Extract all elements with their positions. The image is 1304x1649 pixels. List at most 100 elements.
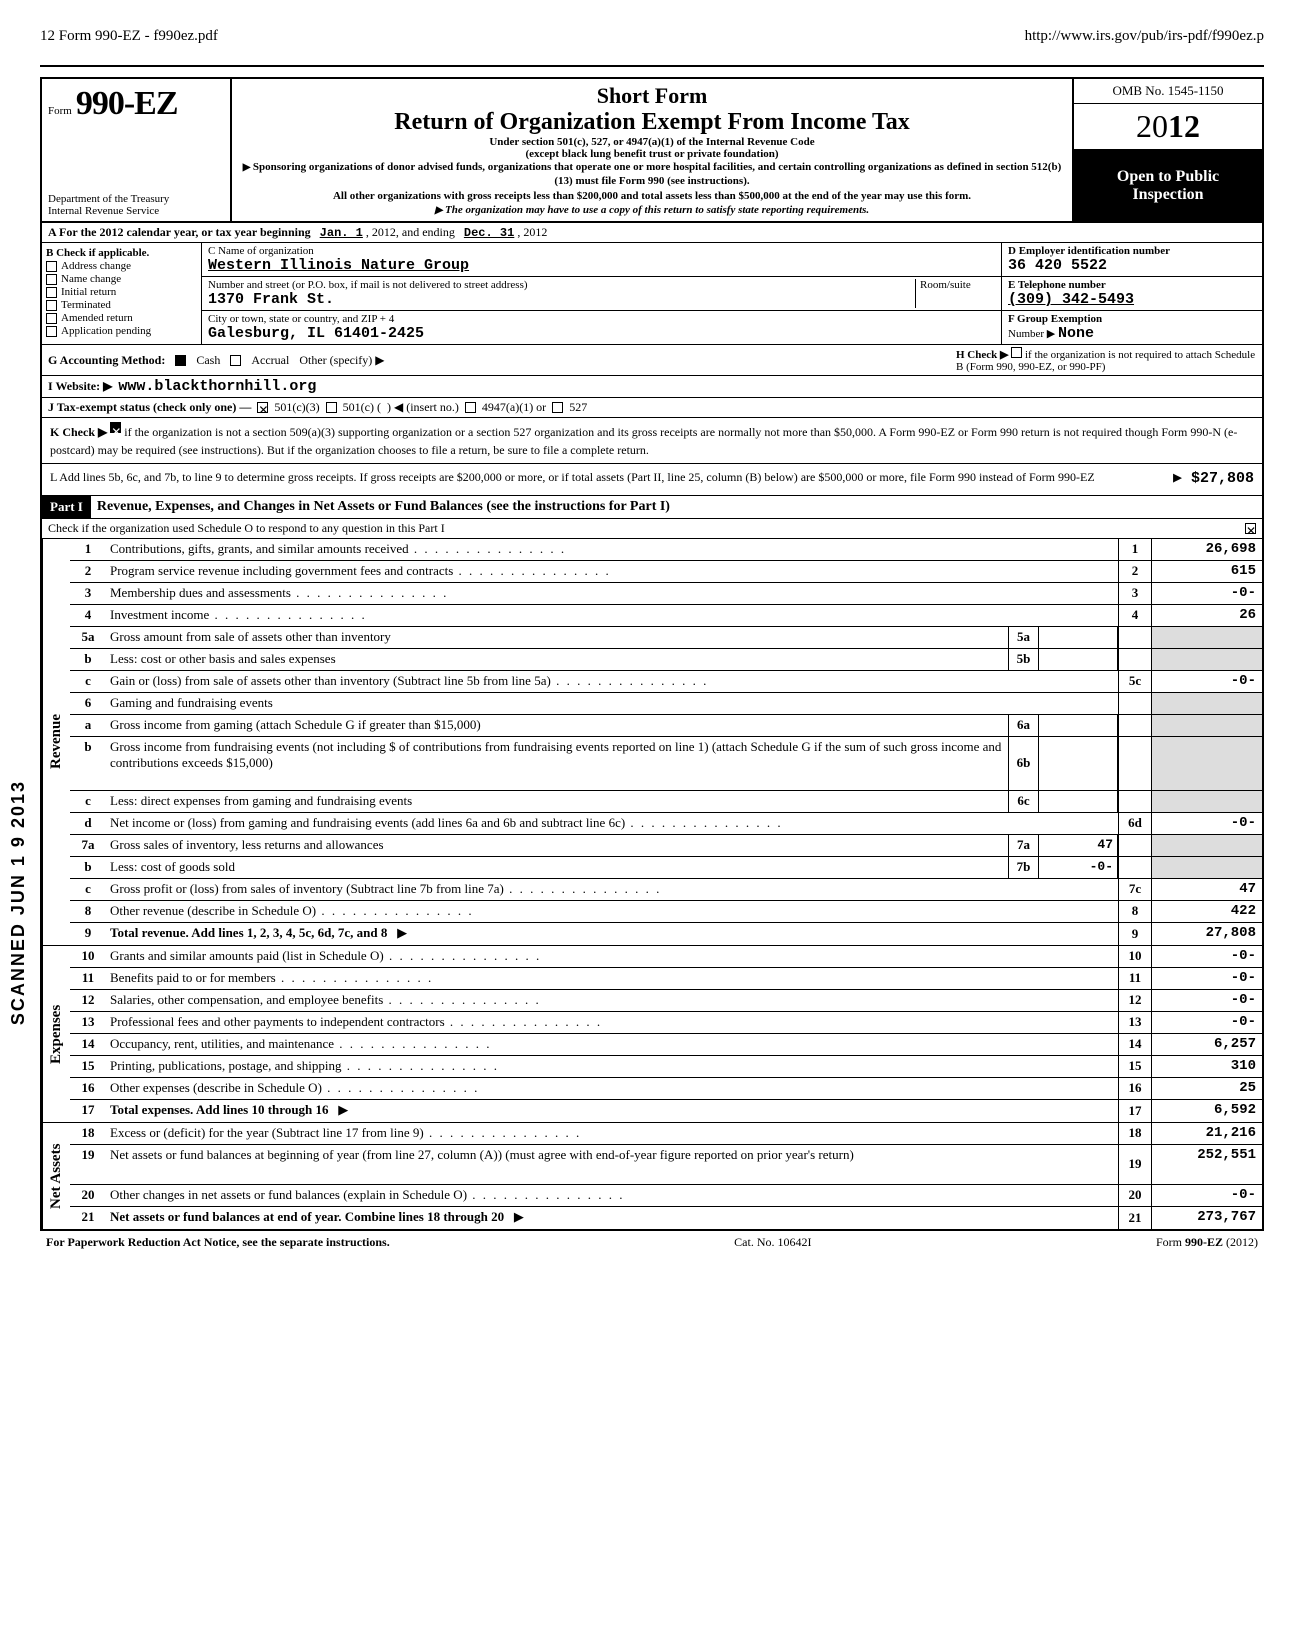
opt-insert: ) ◀ (insert no.)	[387, 400, 459, 415]
tax-year-end: Dec. 31	[464, 226, 514, 240]
label-street: Number and street (or P.O. box, if mail …	[208, 279, 915, 291]
label-tax-exempt: J Tax-exempt status (check only one) —	[48, 400, 251, 415]
checkbox-k-checked-icon[interactable]: ✕	[110, 422, 121, 433]
label-k: K Check ▶	[50, 425, 107, 439]
checkbox-icon	[46, 326, 57, 337]
title-return: Return of Organization Exempt From Incom…	[240, 109, 1064, 136]
label-ein: D Employer identification number	[1008, 245, 1170, 257]
line-14: 14Occupancy, rent, utilities, and mainte…	[70, 1034, 1262, 1056]
checkbox-icon	[46, 261, 57, 272]
form-number-box: Form 990-EZ Department of the Treasury I…	[42, 79, 232, 221]
check-terminated[interactable]: Terminated	[46, 299, 197, 311]
checkbox-icon[interactable]	[326, 402, 337, 413]
line-12: 12Salaries, other compensation, and empl…	[70, 990, 1262, 1012]
check-label: Name change	[61, 273, 121, 285]
check-b-label: B Check if applicable.	[46, 247, 149, 259]
row-a-tax-year: A For the 2012 calendar year, or tax yea…	[42, 223, 1262, 243]
form-meta-box: OMB No. 1545-1150 2012 Open to Public In…	[1072, 79, 1262, 221]
title-short-form: Short Form	[240, 83, 1064, 109]
part1-label: Part I	[42, 496, 91, 518]
value-phone: (309) 342-5493	[1008, 291, 1256, 308]
checkbox-501c3-checked-icon[interactable]: ✕	[257, 402, 268, 413]
check-label: Application pending	[61, 325, 151, 337]
label-phone: E Telephone number	[1008, 279, 1106, 291]
scanned-stamp: SCANNED JUN 1 9 2013	[8, 780, 29, 1025]
line-13: 13Professional fees and other payments t…	[70, 1012, 1262, 1034]
label-group-exemption: F Group Exemption	[1008, 313, 1102, 325]
year-prefix: 20	[1136, 108, 1168, 144]
form-footer: For Paperwork Reduction Act Notice, see …	[40, 1231, 1264, 1254]
net-assets-label: Net Assets	[42, 1123, 70, 1229]
checkbox-icon	[46, 274, 57, 285]
expenses-lines: 10Grants and similar amounts paid (list …	[70, 946, 1262, 1122]
checkbox-part1-checked-icon[interactable]: ✕	[1245, 523, 1256, 534]
revenue-label: Revenue	[42, 539, 70, 945]
subtitle-section: Under section 501(c), 527, or 4947(a)(1)…	[240, 136, 1064, 148]
line-4: 4Investment income426	[70, 605, 1262, 627]
year-bold: 12	[1168, 108, 1200, 144]
line-17: 17Total expenses. Add lines 10 through 1…	[70, 1100, 1262, 1122]
opt-accrual: Accrual	[251, 353, 289, 368]
opt-527: 527	[569, 400, 587, 415]
check-initial-return[interactable]: Initial return	[46, 286, 197, 298]
expenses-section: Expenses 10Grants and similar amounts pa…	[42, 946, 1262, 1123]
part1-check-row: Check if the organization used Schedule …	[42, 519, 1262, 539]
check-address-change[interactable]: Address change	[46, 260, 197, 272]
checkbox-icon[interactable]	[552, 402, 563, 413]
line-18: 18Excess or (deficit) for the year (Subt…	[70, 1123, 1262, 1145]
line-6: 6Gaming and fundraising events	[70, 693, 1262, 715]
value-ein: 36 420 5522	[1008, 257, 1256, 274]
open-to-public: Open to Public Inspection	[1074, 150, 1262, 221]
fine-sponsoring: Sponsoring organizations of donor advise…	[240, 160, 1064, 189]
info-block: B Check if applicable. Address change Na…	[42, 243, 1262, 345]
text-l: L Add lines 5b, 6c, and 7b, to line 9 to…	[50, 468, 1134, 491]
ein-column: D Employer identification number 36 420 …	[1002, 243, 1262, 344]
check-amended[interactable]: Amended return	[46, 312, 197, 324]
checkbox-icon[interactable]	[465, 402, 476, 413]
line-20: 20Other changes in net assets or fund ba…	[70, 1185, 1262, 1207]
line-6a: aGross income from gaming (attach Schedu…	[70, 715, 1262, 737]
row-k: K Check ▶ ✕ if the organization is not a…	[42, 418, 1262, 464]
check-pending[interactable]: Application pending	[46, 325, 197, 337]
label-h-check: H Check ▶	[956, 349, 1008, 361]
tax-year-begin: Jan. 1	[320, 226, 363, 240]
line-6d: dNet income or (loss) from gaming and fu…	[70, 813, 1262, 835]
line-21: 21Net assets or fund balances at end of …	[70, 1207, 1262, 1229]
check-name-change[interactable]: Name change	[46, 273, 197, 285]
value-org-name: Western Illinois Nature Group	[208, 257, 995, 274]
row-a-mid: , 2012, and ending	[366, 225, 455, 239]
line-1: 1Contributions, gifts, grants, and simil…	[70, 539, 1262, 561]
check-label: Terminated	[61, 299, 111, 311]
opt-4947: 4947(a)(1) or	[482, 400, 546, 415]
part1-title: Revenue, Expenses, and Changes in Net As…	[91, 496, 676, 518]
name-address-column: C Name of organization Western Illinois …	[202, 243, 1002, 344]
row-l: L Add lines 5b, 6c, and 7b, to line 9 to…	[42, 464, 1262, 496]
revenue-section: Revenue 1Contributions, gifts, grants, a…	[42, 539, 1262, 946]
subtitle-except: (except black lung benefit trust or priv…	[240, 148, 1064, 160]
fine-other-orgs: All other organizations with gross recei…	[240, 189, 1064, 203]
line-7b: bLess: cost of goods sold7b-0-	[70, 857, 1262, 879]
line-9: 9Total revenue. Add lines 1, 2, 3, 4, 5c…	[70, 923, 1262, 945]
checkbox-cash-checked-icon[interactable]	[175, 355, 186, 366]
text-k: if the organization is not a section 509…	[50, 425, 1237, 457]
form-title-box: Short Form Return of Organization Exempt…	[232, 79, 1072, 221]
open-line2: Inspection	[1080, 186, 1256, 204]
value-l-amount: ▶ $27,808	[1134, 468, 1254, 491]
opt-cash: Cash	[196, 353, 220, 368]
row-g-h: G Accounting Method: Cash Accrual Other …	[42, 345, 1262, 376]
checkbox-icon[interactable]	[230, 355, 241, 366]
expenses-label: Expenses	[42, 946, 70, 1122]
page-header: 12 Form 990-EZ - f990ez.pdf http://www.i…	[40, 20, 1264, 67]
value-website: www.blackthornhill.org	[118, 378, 316, 395]
line-5c: cGain or (loss) from sale of assets othe…	[70, 671, 1262, 693]
footer-cat-no: Cat. No. 10642I	[734, 1235, 811, 1250]
row-a-label: A For the 2012 calendar year, or tax yea…	[48, 225, 311, 239]
value-city: Galesburg, IL 61401-2425	[208, 325, 995, 342]
check-label: Initial return	[61, 286, 116, 298]
line-7c: cGross profit or (loss) from sales of in…	[70, 879, 1262, 901]
checkbox-icon[interactable]	[1011, 347, 1022, 358]
form-990ez: Form 990-EZ Department of the Treasury I…	[40, 77, 1264, 1231]
value-group-exemption: None	[1058, 325, 1094, 342]
line-10: 10Grants and similar amounts paid (list …	[70, 946, 1262, 968]
checkbox-icon	[46, 313, 57, 324]
